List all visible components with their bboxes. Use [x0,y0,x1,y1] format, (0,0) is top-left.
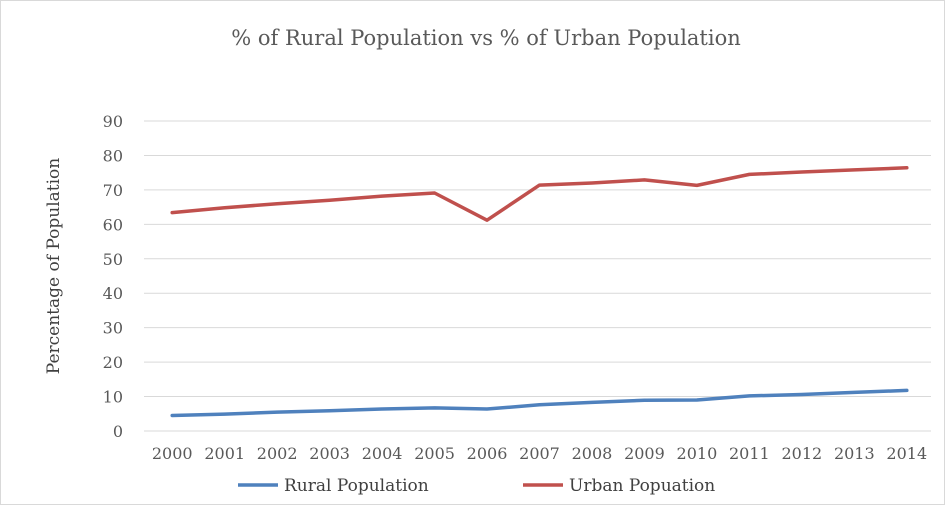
y-tick-label: 20 [103,353,123,372]
y-tick-label: 80 [103,146,123,165]
data-point [853,168,856,172]
data-point [171,414,174,417]
y-axis-title: Percentage of Population [44,158,64,375]
data-point [905,166,908,170]
x-tick-label: 2000 [152,444,193,463]
data-point [748,173,751,176]
y-tick-labels: 0 10 20 30 40 50 60 70 80 90 [103,112,123,441]
data-point [695,184,699,187]
data-point [748,394,751,398]
x-tick-label: 2014 [886,444,927,463]
data-point [800,170,804,174]
data-point [590,181,594,185]
data-point [590,401,594,404]
y-tick-label: 90 [103,112,123,131]
data-point [433,191,436,195]
legend: Rural Population Urban Popuation [238,476,715,496]
legend-label: Rural Population [284,476,429,496]
data-point [223,206,226,209]
x-tick-label: 2002 [257,444,298,463]
series-lines [170,166,909,418]
y-tick-label: 0 [113,422,123,441]
data-point [485,407,489,411]
y-tick-label: 50 [103,250,123,269]
gridlines [144,120,931,432]
x-tick-label: 2008 [572,444,613,463]
x-tick-label: 2012 [781,444,822,463]
data-point [905,389,908,392]
x-tick-labels: 2000 2001 2002 2003 2004 2005 2006 2007 2008 2009… [152,444,927,463]
data-point [538,183,541,187]
y-tick-label: 70 [103,181,123,200]
data-point [223,412,226,416]
x-tick-label: 2010 [677,444,718,463]
data-point [275,202,279,205]
data-point [328,409,331,412]
data-point [433,406,436,410]
y-tick-label: 30 [103,319,123,338]
x-tick-label: 2003 [309,444,350,463]
data-point [171,211,174,214]
data-point [853,391,856,394]
x-tick-label: 2005 [414,444,455,463]
x-tick-label: 2013 [834,444,875,463]
x-tick-label: 2006 [467,444,508,463]
data-point [328,199,331,202]
y-tick-label: 10 [103,388,123,407]
data-point [275,410,279,414]
series-line-rural [170,388,909,418]
x-tick-label: 2009 [624,444,665,463]
chart-title: % of Rural Population vs % of Urban Popu… [231,26,741,50]
data-point [538,403,541,407]
series-line-urban [170,166,909,222]
data-point [800,393,804,396]
x-tick-label: 2011 [729,444,770,463]
x-tick-label: 2001 [204,444,245,463]
y-tick-label: 60 [103,215,123,234]
legend-label: Urban Popuation [569,476,715,496]
data-point [643,178,646,182]
data-point [380,194,384,198]
data-point [643,399,646,402]
data-point [380,407,384,411]
y-tick-label: 40 [103,284,123,303]
x-tick-label: 2004 [362,444,403,463]
x-tick-label: 2007 [519,444,560,463]
data-point [695,398,699,402]
data-point [485,219,489,222]
